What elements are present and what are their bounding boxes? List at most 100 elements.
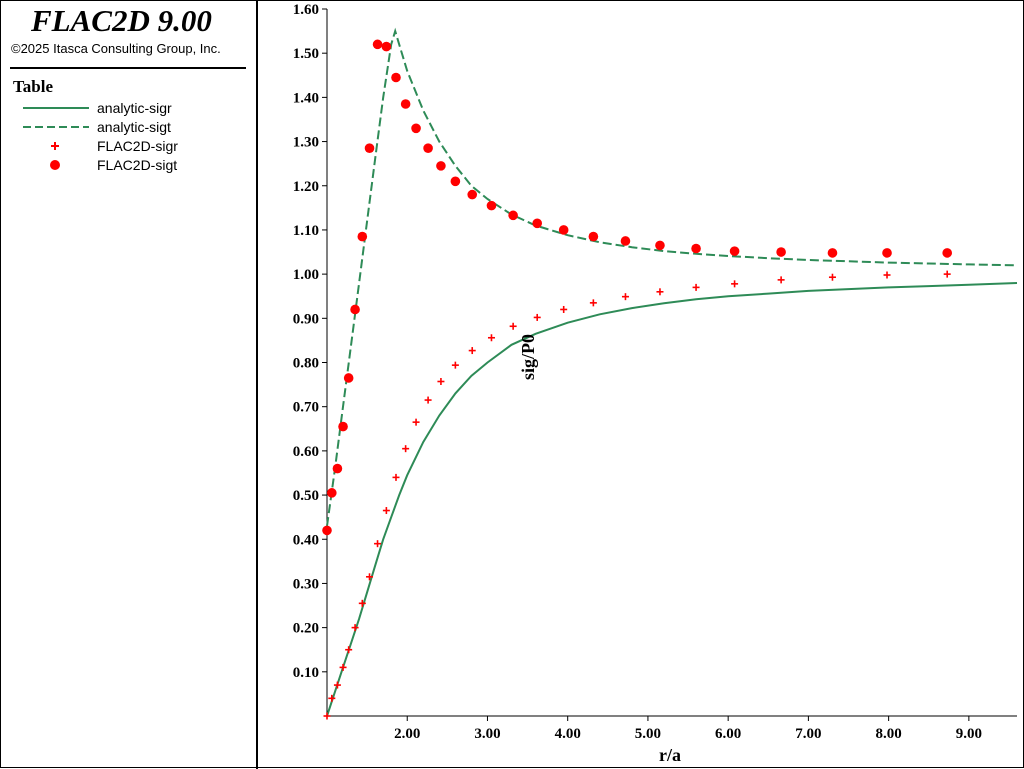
data-point-flac2d-sigt bbox=[450, 176, 461, 187]
y-tick-label: 1.30 bbox=[293, 135, 319, 151]
data-point-flac2d-sigt bbox=[467, 189, 478, 200]
data-point-flac2d-sigr bbox=[656, 288, 664, 296]
data-point-flac2d-sigr bbox=[374, 540, 382, 548]
legend-item-analytic-sigr: analytic-sigr bbox=[1, 99, 251, 117]
data-point-flac2d-sigt bbox=[327, 488, 337, 498]
data-point-flac2d-sigr bbox=[323, 712, 331, 720]
data-point-flac2d-sigt bbox=[350, 304, 360, 315]
data-point-flac2d-sigr bbox=[333, 681, 341, 689]
y-tick-label: 0.70 bbox=[293, 400, 319, 416]
data-point-flac2d-sigr bbox=[424, 396, 432, 404]
series-line-analytic-sigr bbox=[326, 282, 1018, 717]
data-point-flac2d-sigr bbox=[382, 507, 390, 515]
data-point-flac2d-sigt bbox=[620, 236, 631, 246]
y-tick-label: 1.60 bbox=[293, 2, 319, 18]
x-tick-label: 9.00 bbox=[956, 726, 982, 742]
x-tick-label: 8.00 bbox=[876, 726, 902, 742]
data-point-flac2d-sigr bbox=[621, 293, 629, 301]
data-point-flac2d-sigt bbox=[364, 143, 375, 153]
data-point-flac2d-sigr bbox=[412, 418, 420, 426]
data-point-flac2d-sigt bbox=[322, 525, 332, 536]
data-point-flac2d-sigr bbox=[731, 280, 739, 288]
x-tick-label: 5.00 bbox=[635, 726, 661, 742]
data-point-flac2d-sigt bbox=[532, 218, 543, 229]
data-point-flac2d-sigr bbox=[339, 663, 347, 671]
x-tick-label: 7.00 bbox=[795, 726, 821, 742]
data-point-flac2d-sigt bbox=[776, 247, 786, 257]
copyright-notice: ©2025 Itasca Consulting Group, Inc. bbox=[11, 41, 221, 56]
data-point-flac2d-sigr bbox=[777, 276, 785, 284]
data-point-flac2d-sigt bbox=[372, 39, 383, 50]
data-point-flac2d-sigr bbox=[345, 646, 353, 654]
data-point-flac2d-sigt bbox=[508, 210, 518, 221]
y-tick-label: 1.50 bbox=[293, 46, 319, 62]
data-point-flac2d-sigr bbox=[560, 305, 568, 313]
y-tick-label: 0.90 bbox=[293, 311, 319, 327]
solid-line-swatch-icon bbox=[23, 107, 89, 109]
y-tick-label: 0.10 bbox=[293, 665, 319, 681]
title-divider bbox=[10, 67, 246, 69]
x-tick-label: 6.00 bbox=[715, 726, 741, 742]
data-point-flac2d-sigt bbox=[332, 463, 343, 474]
y-tick-label: 1.20 bbox=[293, 179, 319, 195]
data-point-flac2d-sigr bbox=[437, 378, 445, 386]
dashed-line-swatch-icon bbox=[23, 126, 89, 128]
x-axis-title: r/a bbox=[659, 745, 681, 765]
y-axis-title: sig/P0 bbox=[518, 334, 538, 380]
legend-item-flac2d-sigt: FLAC2D-sigt bbox=[1, 156, 251, 174]
data-point-flac2d-sigr bbox=[533, 313, 541, 321]
data-point-flac2d-sigr bbox=[358, 599, 366, 607]
data-point-flac2d-sigt bbox=[588, 231, 599, 242]
series-line-analytic-sigt bbox=[326, 27, 1018, 527]
data-point-flac2d-sigt bbox=[942, 248, 952, 258]
data-point-flac2d-sigr bbox=[509, 322, 517, 330]
data-point-flac2d-sigr bbox=[328, 694, 336, 702]
y-tick-label: 0.30 bbox=[293, 576, 319, 592]
data-point-flac2d-sigt bbox=[558, 225, 569, 235]
legend-label: FLAC2D-sigr bbox=[97, 138, 178, 154]
data-point-flac2d-sigt bbox=[729, 246, 740, 256]
x-tick-label: 4.00 bbox=[555, 726, 581, 742]
data-point-flac2d-sigt bbox=[338, 421, 348, 432]
y-tick-label: 0.40 bbox=[293, 532, 319, 548]
data-point-flac2d-sigr bbox=[366, 573, 374, 581]
data-point-flac2d-sigr bbox=[392, 473, 400, 481]
data-point-flac2d-sigr bbox=[468, 347, 476, 355]
plus-marker-swatch-icon bbox=[51, 142, 59, 150]
data-point-flac2d-sigr bbox=[943, 270, 951, 278]
data-point-flac2d-sigt bbox=[381, 41, 392, 52]
x-tick-label: 2.00 bbox=[394, 726, 420, 742]
data-point-flac2d-sigr bbox=[589, 299, 597, 307]
data-point-flac2d-sigr bbox=[487, 334, 495, 342]
data-point-flac2d-sigr bbox=[828, 273, 836, 281]
data-point-flac2d-sigt bbox=[882, 248, 892, 258]
legend-label: FLAC2D-sigt bbox=[97, 157, 178, 173]
data-point-flac2d-sigt bbox=[691, 243, 701, 254]
circle-marker-swatch-icon bbox=[50, 160, 60, 170]
y-tick-label: 0.80 bbox=[293, 356, 319, 372]
chart-plot-area: 0.10 0.20 0.30 0.40 0.50 0.60 0.70 0.80 0.90 1.00… bbox=[293, 2, 1018, 765]
y-tick-label: 0.60 bbox=[293, 444, 319, 460]
data-point-flac2d-sigt bbox=[400, 99, 411, 109]
y-tick-label: 0.50 bbox=[293, 488, 319, 504]
data-point-flac2d-sigt bbox=[411, 123, 421, 134]
legend-label: analytic-sigr bbox=[97, 100, 172, 116]
legend-item-flac2d-sigr: FLAC2D-sigr bbox=[1, 137, 251, 155]
data-point-flac2d-sigt bbox=[655, 240, 665, 251]
data-point-flac2d-sigt bbox=[436, 161, 446, 171]
data-point-flac2d-sigr bbox=[351, 624, 359, 632]
data-point-flac2d-sigr bbox=[451, 361, 459, 369]
series-layer bbox=[322, 27, 1018, 720]
x-tick-label: 3.00 bbox=[474, 726, 500, 742]
data-point-flac2d-sigt bbox=[343, 373, 354, 383]
data-point-flac2d-sigr bbox=[883, 271, 891, 279]
y-tick-label: 1.00 bbox=[293, 267, 319, 283]
app-title: FLAC2D 9.00 bbox=[31, 3, 212, 38]
data-point-flac2d-sigr bbox=[692, 283, 700, 291]
legend-title: Table bbox=[13, 77, 54, 96]
data-point-flac2d-sigr bbox=[402, 445, 410, 453]
data-point-flac2d-sigt bbox=[827, 248, 838, 258]
y-tick-label: 1.10 bbox=[293, 223, 319, 239]
legend-label: analytic-sigt bbox=[97, 119, 171, 135]
y-tick-label: 0.20 bbox=[293, 621, 319, 637]
